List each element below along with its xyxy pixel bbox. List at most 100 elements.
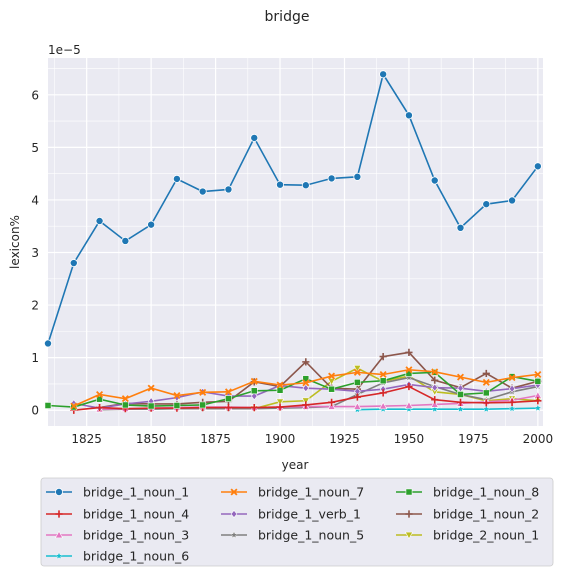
legend-marker [405, 488, 413, 496]
data-point [508, 398, 516, 406]
data-point [224, 388, 232, 396]
data-point [456, 405, 465, 413]
legend-box [40, 477, 554, 567]
data-point [379, 401, 388, 410]
data-point [508, 374, 516, 382]
data-point [431, 396, 439, 404]
legend-marker [404, 531, 414, 540]
data-point [327, 402, 336, 410]
data-point [250, 391, 258, 401]
data-point [431, 368, 439, 376]
legend-marker [55, 487, 64, 496]
data-point [328, 385, 335, 393]
legend-label: bridge_2_noun_1 [433, 528, 539, 543]
data-point [302, 379, 310, 387]
data-point [301, 397, 310, 405]
data-point [379, 389, 387, 397]
data-point [379, 370, 387, 378]
legend-marker [230, 530, 238, 539]
legend-entry: bridge_1_noun_1 [46, 485, 189, 500]
legend-label: bridge_1_noun_1 [83, 485, 189, 500]
x-axis-label: year [282, 458, 309, 472]
data-point [96, 390, 104, 398]
plot-area [44, 58, 543, 426]
data-point [482, 405, 491, 413]
legend-label: bridge_1_noun_8 [433, 485, 539, 500]
data-point [302, 358, 310, 366]
data-point [147, 220, 156, 229]
y-axis-label: lexicon% [8, 215, 22, 269]
data-point [327, 174, 336, 183]
data-point [534, 397, 542, 405]
data-point [328, 372, 336, 380]
data-point [121, 236, 130, 245]
data-point [431, 376, 439, 384]
data-point [508, 404, 516, 412]
x-tick-label: 1850 [136, 432, 167, 446]
series-line [99, 351, 539, 409]
x-tick-label: 1825 [71, 432, 102, 446]
data-point [508, 196, 517, 205]
legend-entry: bridge_1_noun_6 [46, 549, 189, 564]
x-tick-label: 1950 [394, 432, 425, 446]
legend-entry: bridge_1_noun_8 [396, 485, 539, 500]
data-point [379, 353, 387, 361]
data-point [354, 379, 361, 386]
data-point [173, 391, 181, 400]
data-point [456, 223, 465, 232]
data-point [508, 384, 516, 393]
data-point [353, 364, 362, 373]
legend-entry: bridge_1_noun_7 [221, 485, 364, 500]
data-point [250, 387, 258, 395]
y-tick-label: 6 [31, 88, 39, 102]
x-tick-label: 1925 [329, 432, 360, 446]
data-point [96, 395, 103, 403]
legend-entry: bridge_1_noun_3 [46, 528, 189, 543]
data-point [482, 378, 490, 386]
x-tick-label: 1875 [200, 432, 231, 446]
data-point [173, 402, 181, 409]
x-tick-label: 1975 [458, 432, 489, 446]
series-line [254, 367, 538, 410]
chart-title: bridge [265, 9, 310, 25]
data-point [276, 386, 284, 394]
legend-label: bridge_1_noun_4 [83, 507, 189, 522]
y-tick-label: 4 [31, 193, 39, 207]
data-point [147, 402, 155, 410]
data-point [404, 401, 414, 409]
data-point [276, 403, 284, 411]
data-point [301, 181, 310, 190]
x-tick-label: 2000 [523, 432, 554, 446]
legend: bridge_1_noun_1 bridge_1_noun_7 bridge_1_n… [40, 477, 554, 567]
data-point [430, 400, 439, 408]
y-tick-label: 3 [31, 246, 39, 260]
data-point [224, 404, 233, 412]
legend-entry: bridge_1_noun_4 [46, 507, 189, 522]
data-point [456, 398, 465, 406]
data-point [379, 377, 387, 385]
data-point [404, 111, 413, 120]
legend-label: bridge_1_verb_1 [258, 507, 361, 522]
data-point [482, 399, 490, 407]
data-point [353, 402, 362, 410]
data-point [95, 216, 104, 225]
series-line [357, 407, 538, 411]
data-point [534, 370, 542, 378]
data-point [225, 395, 232, 403]
data-point [172, 174, 181, 183]
legend-label: bridge_1_noun_3 [83, 528, 189, 543]
data-point [250, 133, 259, 142]
data-point [302, 401, 310, 409]
x-tick-label: 1900 [265, 432, 296, 446]
data-point [199, 388, 207, 396]
y-tick-label: 1 [31, 351, 39, 365]
legend-entry: bridge_1_noun_5 [221, 528, 364, 543]
series-bridge_1_noun_7 [70, 366, 542, 410]
legend-entry: bridge_2_noun_1 [396, 528, 539, 543]
data-point [379, 70, 388, 79]
legend-marker [405, 510, 413, 518]
data-point [353, 393, 361, 401]
data-point [95, 404, 104, 412]
data-point [353, 172, 362, 181]
data-point [405, 348, 413, 356]
